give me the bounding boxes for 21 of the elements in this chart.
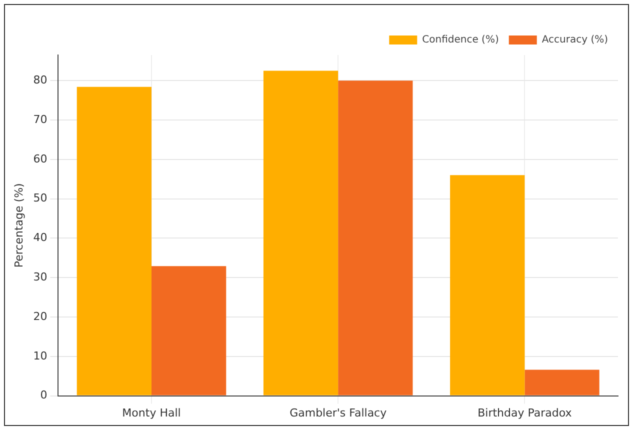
bar — [152, 266, 226, 396]
bar — [263, 70, 338, 396]
x-tick-label: Gambler's Fallacy — [290, 406, 388, 420]
bar — [450, 175, 525, 396]
y-tick-label: 60 — [33, 152, 48, 166]
legend-label: Accuracy (%) — [542, 34, 608, 46]
bar — [338, 80, 413, 396]
x-tick-label: Birthday Paradox — [478, 406, 572, 420]
y-tick-label: 20 — [33, 310, 48, 323]
y-tick-label: 0 — [40, 388, 48, 402]
y-tick-label: 80 — [33, 73, 48, 86]
y-tick-label: 40 — [33, 231, 48, 244]
y-tick-label: 70 — [33, 112, 48, 126]
legend-label: Confidence (%) — [422, 34, 499, 46]
bar — [76, 86, 152, 396]
y-tick-label: 30 — [33, 270, 48, 284]
bar — [524, 370, 600, 396]
y-tick-label: 50 — [33, 192, 48, 205]
y-axis-title: Percentage (%) — [12, 183, 26, 268]
y-tick-label: 10 — [33, 349, 48, 362]
x-tick-label: Monty Hall — [122, 406, 181, 420]
